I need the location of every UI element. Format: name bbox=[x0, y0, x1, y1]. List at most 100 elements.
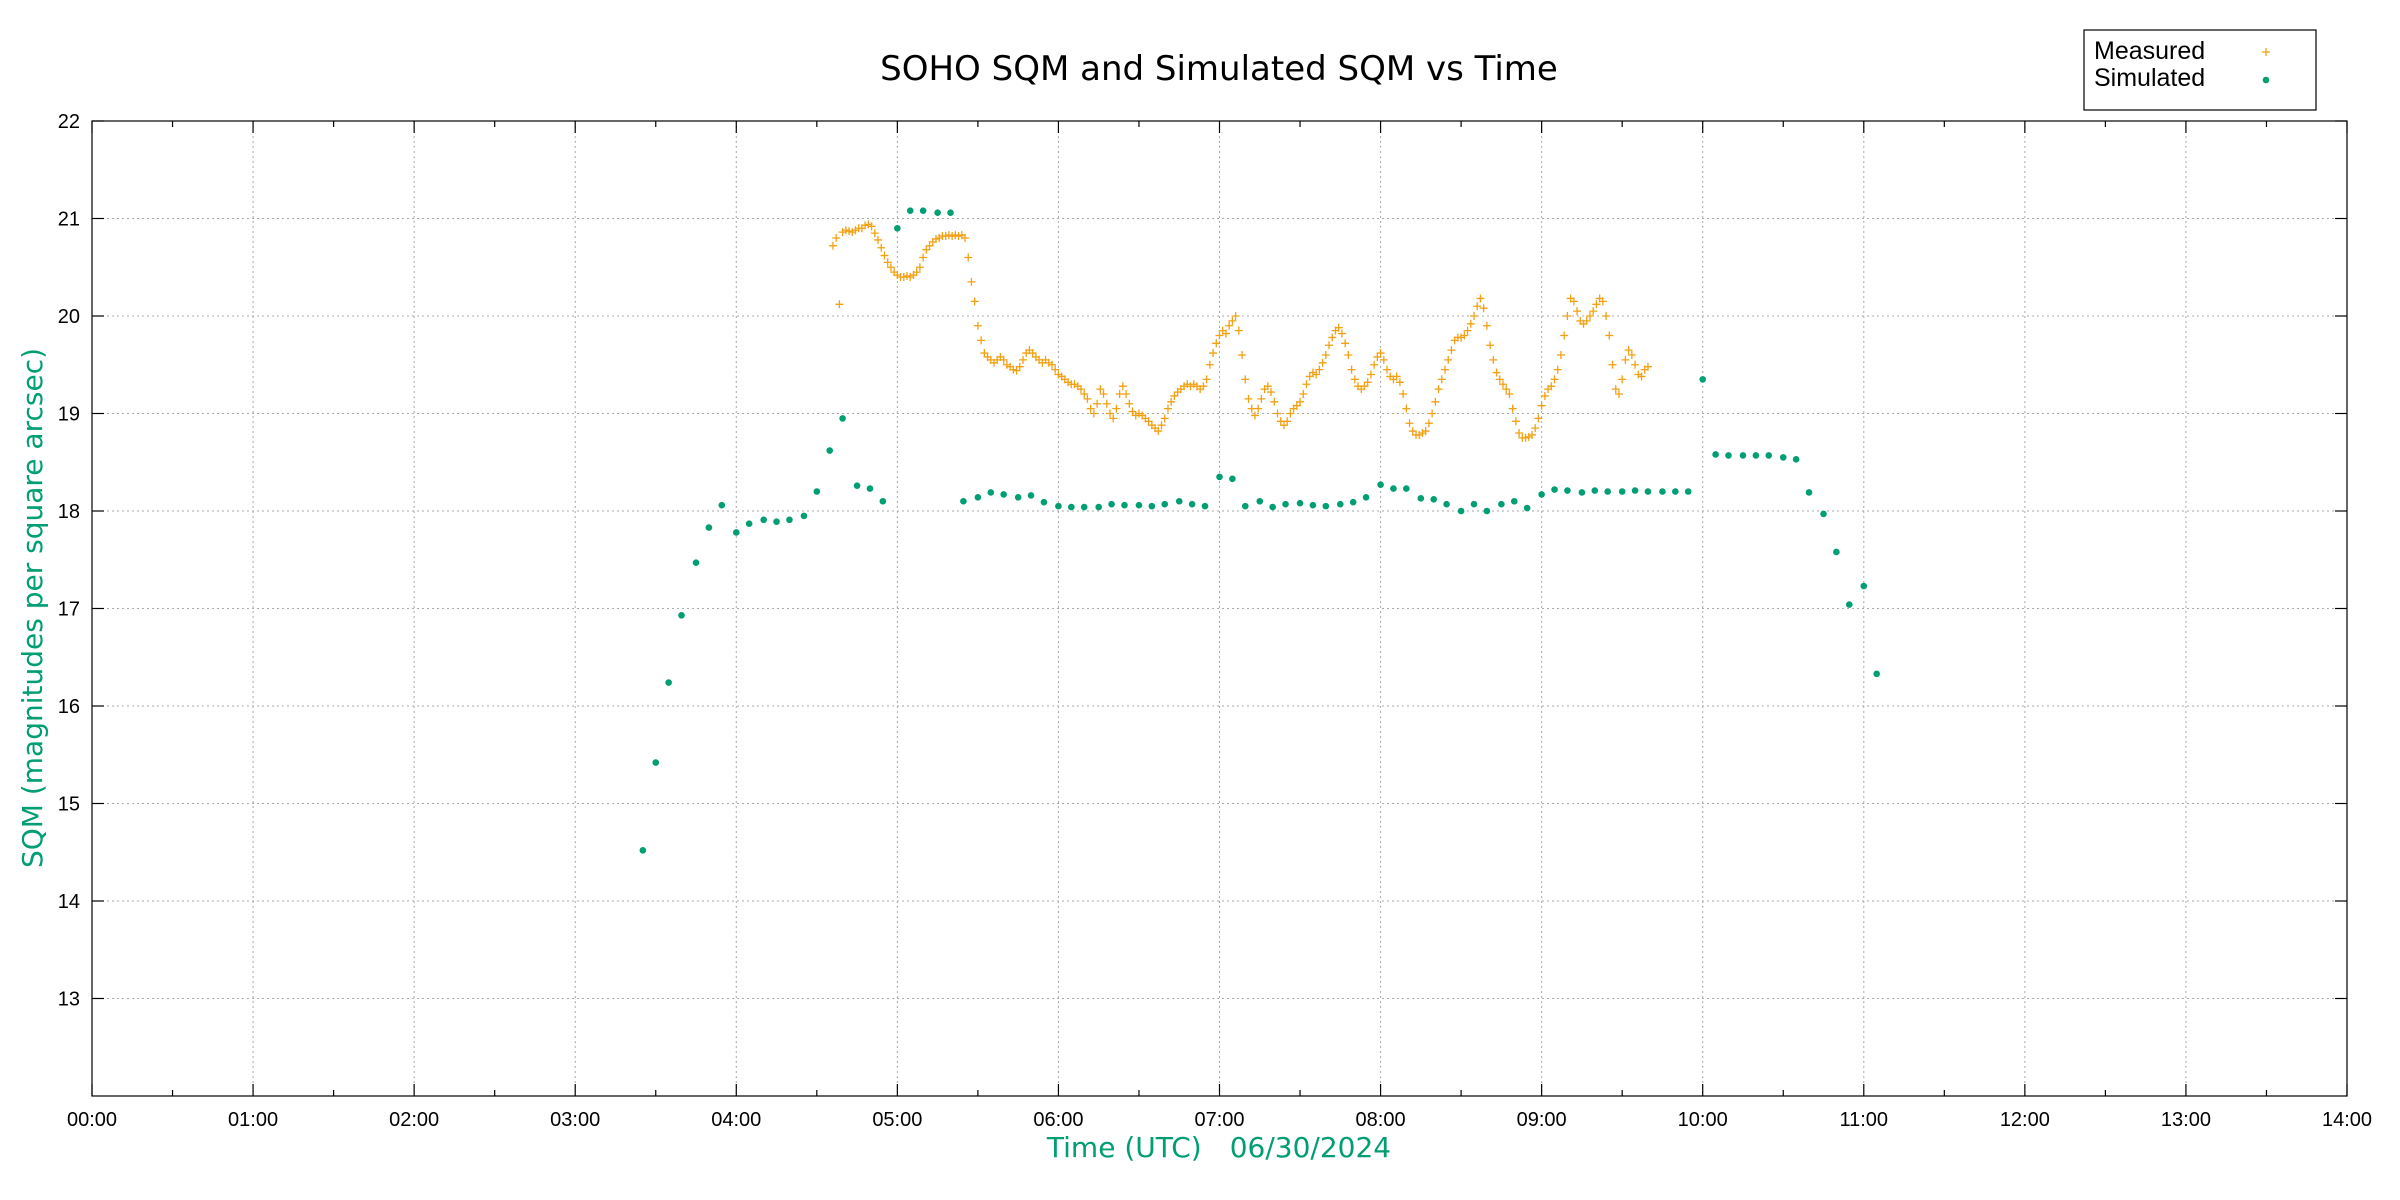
measured-point bbox=[1621, 355, 1630, 364]
measured-point bbox=[1627, 351, 1636, 359]
simulated-point bbox=[1121, 501, 1128, 509]
simulated-point bbox=[800, 512, 808, 520]
measured-point bbox=[1286, 409, 1295, 418]
measured-point bbox=[1315, 365, 1324, 374]
simulated-point bbox=[1699, 376, 1707, 383]
measured-point bbox=[1109, 414, 1118, 423]
simulated-point bbox=[1712, 451, 1719, 458]
measured-point bbox=[1341, 339, 1350, 348]
measured-point bbox=[1614, 390, 1623, 398]
simulated-point bbox=[879, 497, 887, 505]
measured-point bbox=[1421, 427, 1430, 436]
measured-point bbox=[1228, 316, 1237, 325]
legend-markers bbox=[2262, 48, 2270, 84]
measured-point bbox=[1527, 430, 1536, 439]
measured-point bbox=[1569, 297, 1578, 306]
simulated-point bbox=[1390, 485, 1397, 492]
measured-point bbox=[1163, 404, 1172, 413]
measured-point bbox=[1250, 411, 1259, 420]
simulated-point bbox=[1820, 510, 1827, 518]
measured-point bbox=[1080, 390, 1089, 398]
measured-point bbox=[1318, 358, 1327, 367]
measured-point bbox=[1102, 399, 1111, 408]
measured-point bbox=[883, 258, 892, 267]
simulated-point bbox=[1068, 503, 1075, 511]
simulated-point bbox=[1417, 495, 1425, 502]
measured-point bbox=[1515, 429, 1524, 437]
measured-point bbox=[1221, 329, 1230, 338]
measured-point bbox=[1589, 307, 1598, 316]
measured-point bbox=[1231, 312, 1240, 320]
measured-point bbox=[912, 268, 921, 277]
measured-point bbox=[1505, 390, 1514, 398]
measured-point bbox=[880, 251, 889, 260]
measured-point bbox=[1489, 355, 1498, 364]
simulated-point bbox=[934, 209, 941, 216]
x-tick-label: 04:00 bbox=[711, 1109, 761, 1131]
x-tick-label: 11:00 bbox=[1839, 1109, 1888, 1131]
data-series bbox=[639, 207, 1880, 854]
measured-point bbox=[915, 263, 924, 272]
y-tick-label: 14 bbox=[58, 891, 80, 913]
measured-point bbox=[1160, 414, 1169, 423]
measured-point bbox=[1202, 375, 1211, 384]
simulated-point bbox=[894, 224, 901, 232]
simulated-point bbox=[947, 209, 954, 216]
x-axis-label: Time (UTC) 06/30/2024 bbox=[1046, 1131, 1391, 1164]
x-tick-label: 14:00 bbox=[2322, 1109, 2372, 1131]
measured-point bbox=[1350, 375, 1359, 384]
x-tick-label: 08:00 bbox=[1356, 1109, 1406, 1131]
measured-point bbox=[1234, 326, 1243, 335]
simulated-point bbox=[745, 520, 753, 527]
simulated-point bbox=[1229, 475, 1236, 483]
legend-marker-measured bbox=[2262, 48, 2270, 56]
measured-point bbox=[1376, 349, 1385, 358]
simulated-point bbox=[1659, 488, 1666, 495]
simulated-point bbox=[1337, 500, 1344, 508]
simulated-point bbox=[652, 759, 660, 766]
axis-ticks: 00:00 01:00 02:00 03:00 04:00 05:00 06:00 07:00… bbox=[58, 111, 2372, 1131]
simulated-point bbox=[665, 679, 672, 686]
simulated-point bbox=[1845, 601, 1853, 608]
simulated-point bbox=[692, 559, 700, 566]
simulated-point bbox=[1684, 488, 1692, 495]
measured-point bbox=[1534, 414, 1543, 423]
simulated-point bbox=[1752, 452, 1760, 459]
measured-point bbox=[1328, 333, 1337, 342]
measured-point bbox=[1241, 375, 1250, 384]
simulated-point bbox=[1578, 489, 1586, 496]
simulated-point bbox=[1055, 502, 1062, 510]
simulated-point bbox=[1135, 501, 1143, 509]
measured-point bbox=[919, 253, 928, 262]
simulated-point bbox=[678, 612, 685, 619]
measured-point bbox=[1434, 385, 1443, 394]
simulated-point bbox=[1362, 494, 1370, 501]
measured-point bbox=[1540, 391, 1549, 400]
simulated-point bbox=[1604, 488, 1611, 495]
legend: Measured Simulated bbox=[2083, 29, 2317, 111]
measured-point bbox=[1337, 329, 1346, 338]
simulated-point bbox=[1618, 488, 1626, 495]
simulated-point bbox=[1040, 498, 1048, 506]
simulated-point bbox=[1403, 485, 1410, 492]
measured-point bbox=[1344, 351, 1353, 359]
simulated-point bbox=[1216, 473, 1223, 481]
simulated-point bbox=[732, 529, 740, 536]
x-axis-label-text: Time (UTC) bbox=[1046, 1131, 1202, 1164]
legend-label-simulated: Simulated bbox=[2094, 64, 2205, 92]
measured-point bbox=[1325, 341, 1334, 350]
measured-point bbox=[1585, 312, 1594, 320]
measured-point bbox=[1441, 365, 1449, 374]
simulated-point bbox=[1470, 500, 1478, 508]
measured-point bbox=[835, 300, 844, 309]
measured-point bbox=[1486, 341, 1495, 350]
x-tick-label: 06:00 bbox=[1033, 1109, 1083, 1131]
simulated-point bbox=[1201, 502, 1209, 510]
simulated-point bbox=[1256, 497, 1264, 505]
legend-marker-simulated bbox=[2262, 76, 2270, 84]
measured-point bbox=[877, 243, 886, 252]
x-tick-label: 09:00 bbox=[1517, 1109, 1567, 1131]
simulated-point bbox=[639, 847, 647, 854]
measured-point bbox=[1492, 368, 1501, 377]
